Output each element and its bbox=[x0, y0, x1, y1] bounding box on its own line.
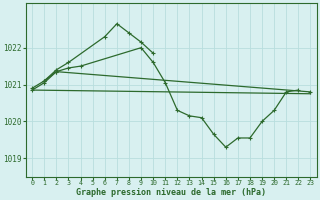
X-axis label: Graphe pression niveau de la mer (hPa): Graphe pression niveau de la mer (hPa) bbox=[76, 188, 266, 197]
